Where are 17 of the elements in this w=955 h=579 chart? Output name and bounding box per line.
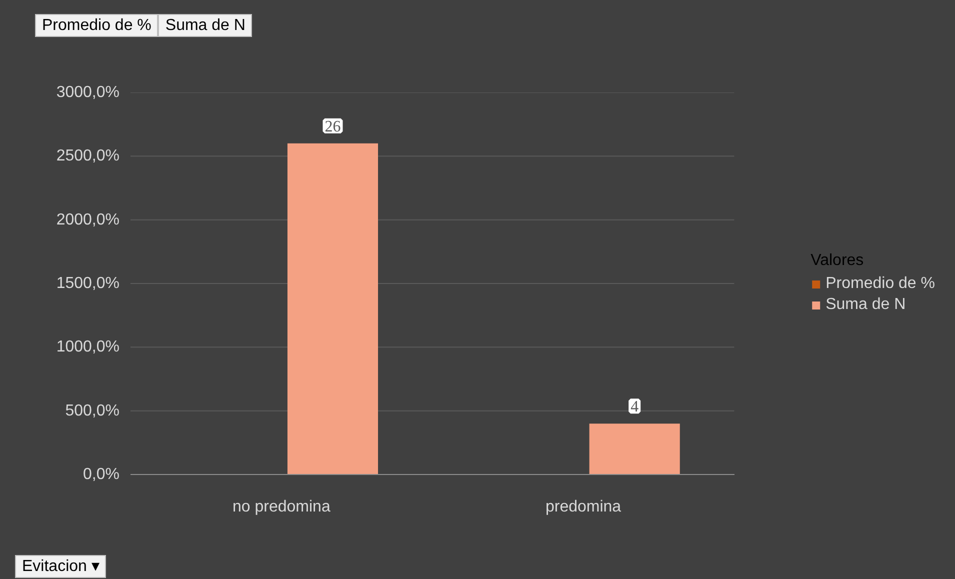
y-tick-label: 0,0% <box>83 466 120 483</box>
text: Evitacion ▾ <box>15 555 106 578</box>
legend-title: Valores <box>810 252 865 270</box>
legend-label: Promedio de % <box>826 275 935 293</box>
data-label: 4 <box>630 398 639 416</box>
y-tick-label: 1500,0% <box>56 275 120 292</box>
y-tick-label: 1000,0% <box>56 338 120 356</box>
x-tick-label: predomina <box>545 498 622 516</box>
y-tick-label: 2500,0% <box>56 148 120 165</box>
legend-label: Suma de N <box>826 296 906 314</box>
y-tick-label: 500,0% <box>65 402 120 420</box>
y-tick-label: 3000,0% <box>56 84 120 101</box>
text: Promedio de % <box>35 14 158 37</box>
text: Suma de N <box>158 14 252 37</box>
x-tick-label: no predomina <box>232 498 330 516</box>
data-label: 26 <box>324 118 341 136</box>
y-tick-label: 2000,0% <box>56 211 120 228</box>
